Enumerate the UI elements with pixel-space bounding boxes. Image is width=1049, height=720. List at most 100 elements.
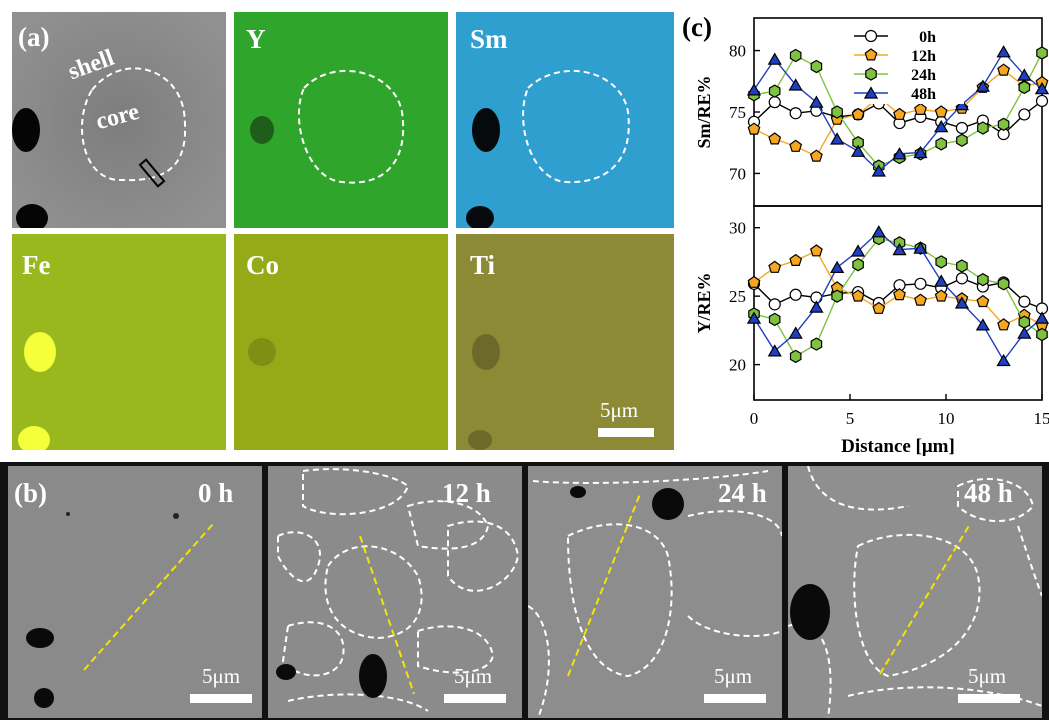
map-sm: Sm: [456, 12, 674, 228]
scale-label-48h: 5μm: [968, 664, 1007, 688]
scale-label-a: 5μm: [600, 398, 639, 422]
core-boundary: [81, 67, 186, 182]
scale-bar-48h: [958, 694, 1020, 703]
data-point: [747, 122, 761, 135]
data-point: [768, 260, 782, 273]
data-point: [934, 105, 948, 118]
data-point: [809, 149, 823, 162]
data-point: [852, 258, 864, 272]
map-label-sm: Sm: [470, 24, 508, 54]
data-point: [767, 52, 782, 65]
y-axis-label: Sm/RE%: [694, 75, 714, 148]
y-tick-label: 75: [729, 103, 746, 122]
data-point: [830, 132, 845, 145]
data-point: [768, 132, 782, 145]
bse-image-0h: (b) 0 h 5μm: [8, 466, 262, 718]
data-point: [893, 107, 906, 120]
data-point: [956, 259, 968, 273]
legend-label: 24h: [911, 67, 936, 84]
data-point: [871, 225, 886, 238]
data-point: [789, 349, 802, 364]
data-point: [809, 95, 824, 108]
data-point: [997, 117, 1010, 131]
time-label-12h: 12 h: [442, 478, 491, 508]
legend-marker: [865, 67, 877, 81]
data-point: [935, 255, 947, 269]
data-point: [809, 300, 824, 313]
dark-pore: [12, 108, 40, 152]
data-point: [935, 137, 947, 151]
data-point: [746, 83, 762, 96]
legend-marker: [864, 48, 878, 61]
plot-frame: [753, 205, 1043, 401]
legend-label: 12h: [911, 48, 936, 65]
scale-label-12h: 5μm: [454, 664, 493, 688]
x-tick-label: 0: [750, 409, 759, 428]
data-point: [1036, 46, 1048, 60]
data-point: [831, 105, 843, 119]
scale-label-24h: 5μm: [714, 664, 753, 688]
data-point: [789, 107, 802, 120]
legend-label: 48h: [911, 86, 936, 103]
legend-marker: [863, 86, 879, 99]
legend-label: 0h: [919, 29, 936, 46]
data-point: [997, 63, 1011, 76]
y-tick-label: 80: [729, 42, 746, 61]
data-point: [913, 241, 928, 254]
data-point: [746, 311, 762, 324]
bse-image-48h: 48 h 5μm: [788, 466, 1042, 718]
bse-image-12h: 12 h 5μm: [268, 466, 522, 718]
time-label-48h: 48 h: [964, 478, 1013, 508]
y-tick-label: 70: [729, 164, 746, 183]
data-point: [1034, 311, 1049, 324]
data-point: [809, 244, 823, 257]
x-axis-label: Distance [μm]: [841, 436, 955, 457]
data-point: [747, 275, 761, 288]
data-point: [789, 48, 802, 63]
data-point: [955, 272, 969, 285]
y-tick-label: 25: [729, 287, 746, 306]
data-point: [892, 147, 907, 160]
panel-label-a: (a): [18, 22, 50, 52]
data-point: [977, 121, 989, 135]
map-label-ti: Ti: [470, 250, 496, 280]
data-point: [913, 145, 928, 159]
data-point: [851, 289, 865, 302]
line-scan-chart: 70 75 80 Sm/RE% 20 25 30 Y/RE% 0 5 10 15 Distance [μ…: [694, 17, 1049, 457]
data-point: [975, 79, 990, 92]
data-point: [914, 293, 927, 306]
data-point: [934, 274, 949, 287]
x-tick-label: 10: [938, 409, 955, 428]
map-fe: Fe: [12, 234, 226, 450]
data-point: [767, 344, 782, 357]
data-point: [850, 244, 866, 257]
data-point: [892, 242, 907, 256]
data-point: [768, 84, 781, 98]
data-point: [997, 277, 1010, 291]
map-label-y: Y: [246, 24, 266, 54]
data-point: [914, 102, 927, 116]
data-point: [934, 289, 948, 302]
line-scan-box: [138, 158, 166, 188]
data-point: [810, 337, 823, 351]
panel-label-c: (c): [682, 12, 712, 42]
data-point: [850, 144, 866, 157]
map-label-fe: Fe: [22, 250, 51, 280]
scale-label-0h: 5μm: [202, 664, 241, 688]
data-point: [914, 277, 927, 290]
data-point: [768, 312, 781, 327]
y-axis-label: Y/RE%: [694, 272, 714, 333]
data-point: [954, 296, 970, 309]
y-tick-label: 30: [729, 219, 746, 238]
data-point: [975, 318, 990, 331]
series-48h: [746, 225, 1049, 367]
data-point: [996, 45, 1011, 58]
scale-bar-0h: [190, 694, 252, 703]
data-point: [851, 107, 865, 120]
data-point: [934, 120, 949, 133]
legend: 0h 12h 24h 48h: [852, 22, 964, 104]
data-point: [830, 260, 845, 273]
dark-pore: [16, 204, 48, 228]
data-point: [893, 288, 906, 301]
x-tick-label: 15: [1034, 409, 1049, 428]
